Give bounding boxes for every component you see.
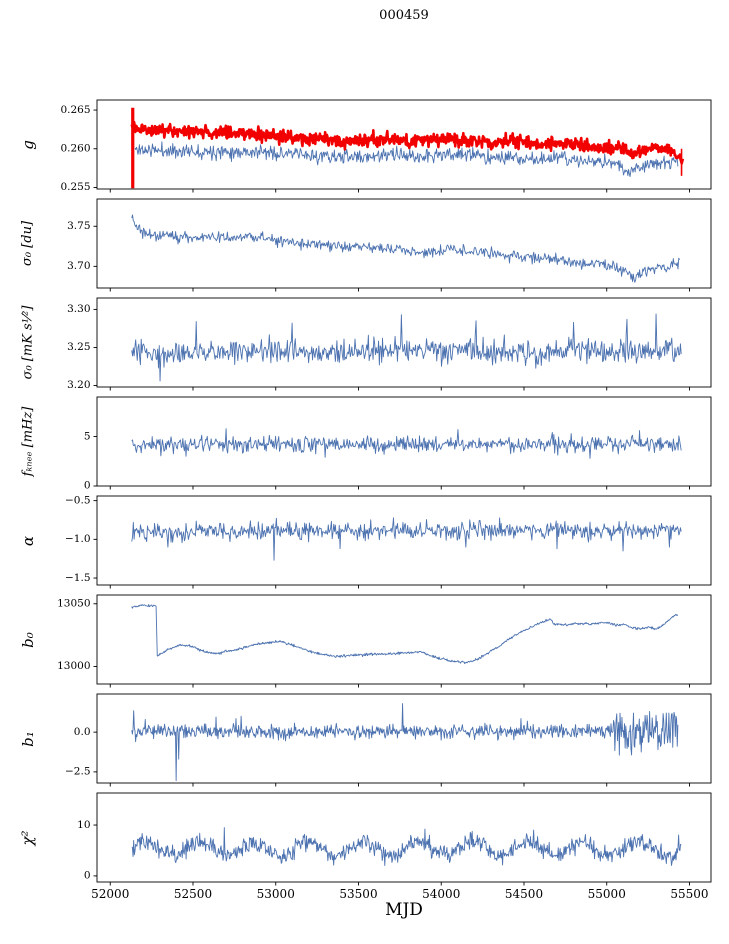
y-axis-label-alpha: α (18, 535, 37, 546)
x-axis-title: MJD (385, 900, 423, 920)
panel-b1: b₁ (0, 689, 729, 788)
sigma0-du-plot-canvas (40, 194, 722, 293)
y-axis-label-sigma0-du: σ₀ [du] (20, 220, 36, 267)
y-axis-label-fknee: fₖₙₑₑ [mHz] (20, 406, 36, 477)
y-axis-label-g: g (18, 139, 37, 150)
panel-sigma0-du: σ₀ [du] (0, 194, 729, 293)
panel-g: g (0, 95, 729, 194)
panel-chi2: χ² (0, 788, 729, 887)
figure-title: 000459 (379, 8, 429, 23)
panel-fknee: fₖₙₑₑ [mHz] (0, 392, 729, 491)
sigma0-mks-plot-canvas (40, 293, 722, 392)
x-axis-tick-labels (40, 884, 722, 904)
g-plot-canvas (40, 95, 722, 194)
panel-b0: b₀ (0, 590, 729, 689)
panel-sigma0-mks: σ₀ [mK s¹⁄²] (0, 293, 729, 392)
alpha-plot-canvas (40, 491, 722, 590)
y-axis-label-b1: b₁ (19, 730, 37, 747)
fknee-plot-canvas (40, 392, 722, 491)
y-axis-label-chi2: χ² (18, 829, 37, 846)
chi2-plot-canvas (40, 788, 722, 887)
panel-alpha: α (0, 491, 729, 590)
b1-plot-canvas (40, 689, 722, 788)
b0-plot-canvas (40, 590, 722, 689)
y-axis-label-sigma0-mks: σ₀ [mK s¹⁄²] (20, 305, 36, 380)
y-axis-label-b0: b₀ (19, 631, 37, 648)
